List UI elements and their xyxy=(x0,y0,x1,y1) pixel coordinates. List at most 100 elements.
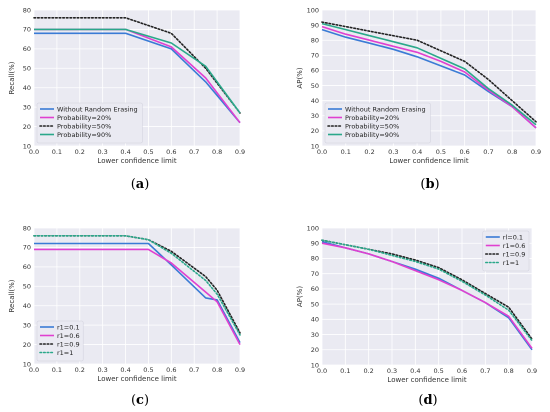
x-axis-label: Lower confidence limit xyxy=(97,375,176,383)
legend-label: r1=1 xyxy=(503,259,519,267)
x-tick-label: 0.1 xyxy=(52,366,62,374)
y-tick-label: 70 xyxy=(23,26,31,34)
y-tick-label: 80 xyxy=(311,37,319,45)
x-tick-label: 0.4 xyxy=(120,366,130,374)
x-axis-label: Lower confidence limit xyxy=(387,376,466,384)
chart-panel-0: 0.0 0.1 0.2 0.3 0.4 0.5 0.6 0.7 0.8 0.9 10 20 30 40 50… xyxy=(8,6,245,192)
x-axis-label: Lower confidence limit xyxy=(97,157,176,165)
y-tick-label: 20 xyxy=(311,127,319,135)
y-tick-label: 20 xyxy=(311,346,319,354)
y-axis-label: Recall(%) xyxy=(8,279,16,312)
x-tick-label: 0.0 xyxy=(29,366,39,374)
y-tick-label: 70 xyxy=(311,52,319,60)
x-tick-label: 0.2 xyxy=(75,366,85,374)
y-tick-label: 90 xyxy=(311,21,319,29)
panel-caption: (b) xyxy=(420,177,439,192)
x-tick-label: 0.8 xyxy=(507,148,517,156)
y-tick-label: 20 xyxy=(23,341,31,349)
legend-label: rl=0.1 xyxy=(503,233,523,241)
x-tick-label: 0.4 xyxy=(120,148,130,156)
y-tick-label: 30 xyxy=(311,331,319,339)
legend-box xyxy=(324,102,431,144)
x-tick-label: 0.9 xyxy=(235,148,245,156)
x-tick-label: 0.3 xyxy=(388,148,398,156)
chart-panel-1: 0.0 0.1 0.2 0.3 0.4 0.5 0.6 0.7 0.8 0.9 10 20 30 40 50… xyxy=(296,6,541,192)
y-tick-label: 30 xyxy=(23,321,31,329)
panel-caption: (d) xyxy=(418,393,437,408)
y-tick-label: 40 xyxy=(311,97,319,105)
x-tick-label: 0.3 xyxy=(97,366,107,374)
legend-label: Probability=20% xyxy=(345,114,399,122)
series-line-3 xyxy=(34,28,241,114)
x-tick-label: 0.5 xyxy=(143,366,153,374)
y-tick-label: 50 xyxy=(311,82,319,90)
y-tick-label: 30 xyxy=(23,103,31,111)
y-tick-label: 40 xyxy=(23,84,31,92)
y-tick-label: 60 xyxy=(311,285,319,293)
x-tick-label: 0.2 xyxy=(75,148,85,156)
series-line-2 xyxy=(321,21,537,123)
y-tick-label: 60 xyxy=(23,263,31,271)
legend-label: r1=0.6 xyxy=(503,242,526,250)
series-line-1 xyxy=(34,248,241,345)
y-tick-label: 80 xyxy=(23,224,31,232)
x-tick-label: 0.2 xyxy=(363,367,373,375)
y-tick-label: 10 xyxy=(311,361,319,369)
y-tick-label: 20 xyxy=(23,123,31,131)
y-tick-label: 100 xyxy=(307,6,319,14)
x-tick-label: 0.3 xyxy=(97,148,107,156)
legend-label: Probability=90% xyxy=(345,131,399,139)
y-tick-label: 60 xyxy=(23,45,31,53)
x-tick-label: 0.9 xyxy=(235,366,245,374)
y-tick-label: 10 xyxy=(311,142,319,150)
x-tick-label: 0.0 xyxy=(317,367,327,375)
legend-box xyxy=(36,102,143,144)
x-tick-label: 0.8 xyxy=(212,366,222,374)
y-tick-label: 30 xyxy=(311,112,319,120)
x-tick-label: 0.4 xyxy=(410,367,420,375)
series-line-1 xyxy=(321,242,533,349)
x-tick-label: 0.6 xyxy=(459,148,469,156)
x-tick-label: 0.8 xyxy=(503,367,513,375)
x-tick-label: 0.1 xyxy=(52,148,62,156)
x-tick-label: 0.7 xyxy=(189,366,199,374)
chart-panel-3: 0.0 0.1 0.2 0.3 0.4 0.5 0.6 0.7 0.8 0.9 10 20 30 40 50… xyxy=(296,224,537,408)
y-tick-label: 70 xyxy=(23,244,31,252)
legend-label: r1=0.1 xyxy=(57,323,80,331)
y-tick-label: 50 xyxy=(23,283,31,291)
series-line-3 xyxy=(321,22,537,126)
x-tick-label: 0.5 xyxy=(433,367,443,375)
y-tick-label: 10 xyxy=(23,142,31,150)
x-tick-label: 0.3 xyxy=(387,367,397,375)
series-line-3 xyxy=(33,235,241,336)
series-line-2 xyxy=(33,16,241,114)
y-tick-label: 40 xyxy=(23,302,31,310)
legend-box xyxy=(36,320,84,362)
y-tick-label: 50 xyxy=(23,65,31,73)
series-line-1 xyxy=(321,25,537,129)
x-tick-label: 0.0 xyxy=(317,148,327,156)
y-tick-label: 90 xyxy=(311,240,319,248)
x-tick-label: 0.7 xyxy=(189,148,199,156)
legend-label: Without Random Erasing xyxy=(57,105,138,113)
chart-panel-2: 0.0 0.1 0.2 0.3 0.4 0.5 0.6 0.7 0.8 0.9 10 20 30 40 50… xyxy=(8,224,245,408)
x-tick-label: 0.5 xyxy=(436,148,446,156)
x-tick-label: 0.9 xyxy=(531,148,541,156)
x-tick-label: 0.9 xyxy=(527,367,537,375)
series-line-0 xyxy=(34,32,241,124)
legend-label: Probability=20% xyxy=(57,114,111,122)
y-axis-label: Recall(%) xyxy=(8,61,16,94)
legend-label: r1=0.9 xyxy=(503,250,526,258)
x-tick-label: 0.7 xyxy=(483,148,493,156)
legend-label: Probability=50% xyxy=(345,122,399,130)
y-tick-label: 50 xyxy=(311,300,319,308)
legend-label: Without Random Erasing xyxy=(345,105,426,113)
series-line-0 xyxy=(34,242,241,343)
x-tick-label: 0.6 xyxy=(457,367,467,375)
legend-label: Probability=50% xyxy=(57,122,111,130)
x-tick-label: 0.4 xyxy=(412,148,422,156)
legend-label: r1=1 xyxy=(57,349,73,357)
x-tick-label: 0.6 xyxy=(166,366,176,374)
x-tick-label: 0.6 xyxy=(166,148,176,156)
